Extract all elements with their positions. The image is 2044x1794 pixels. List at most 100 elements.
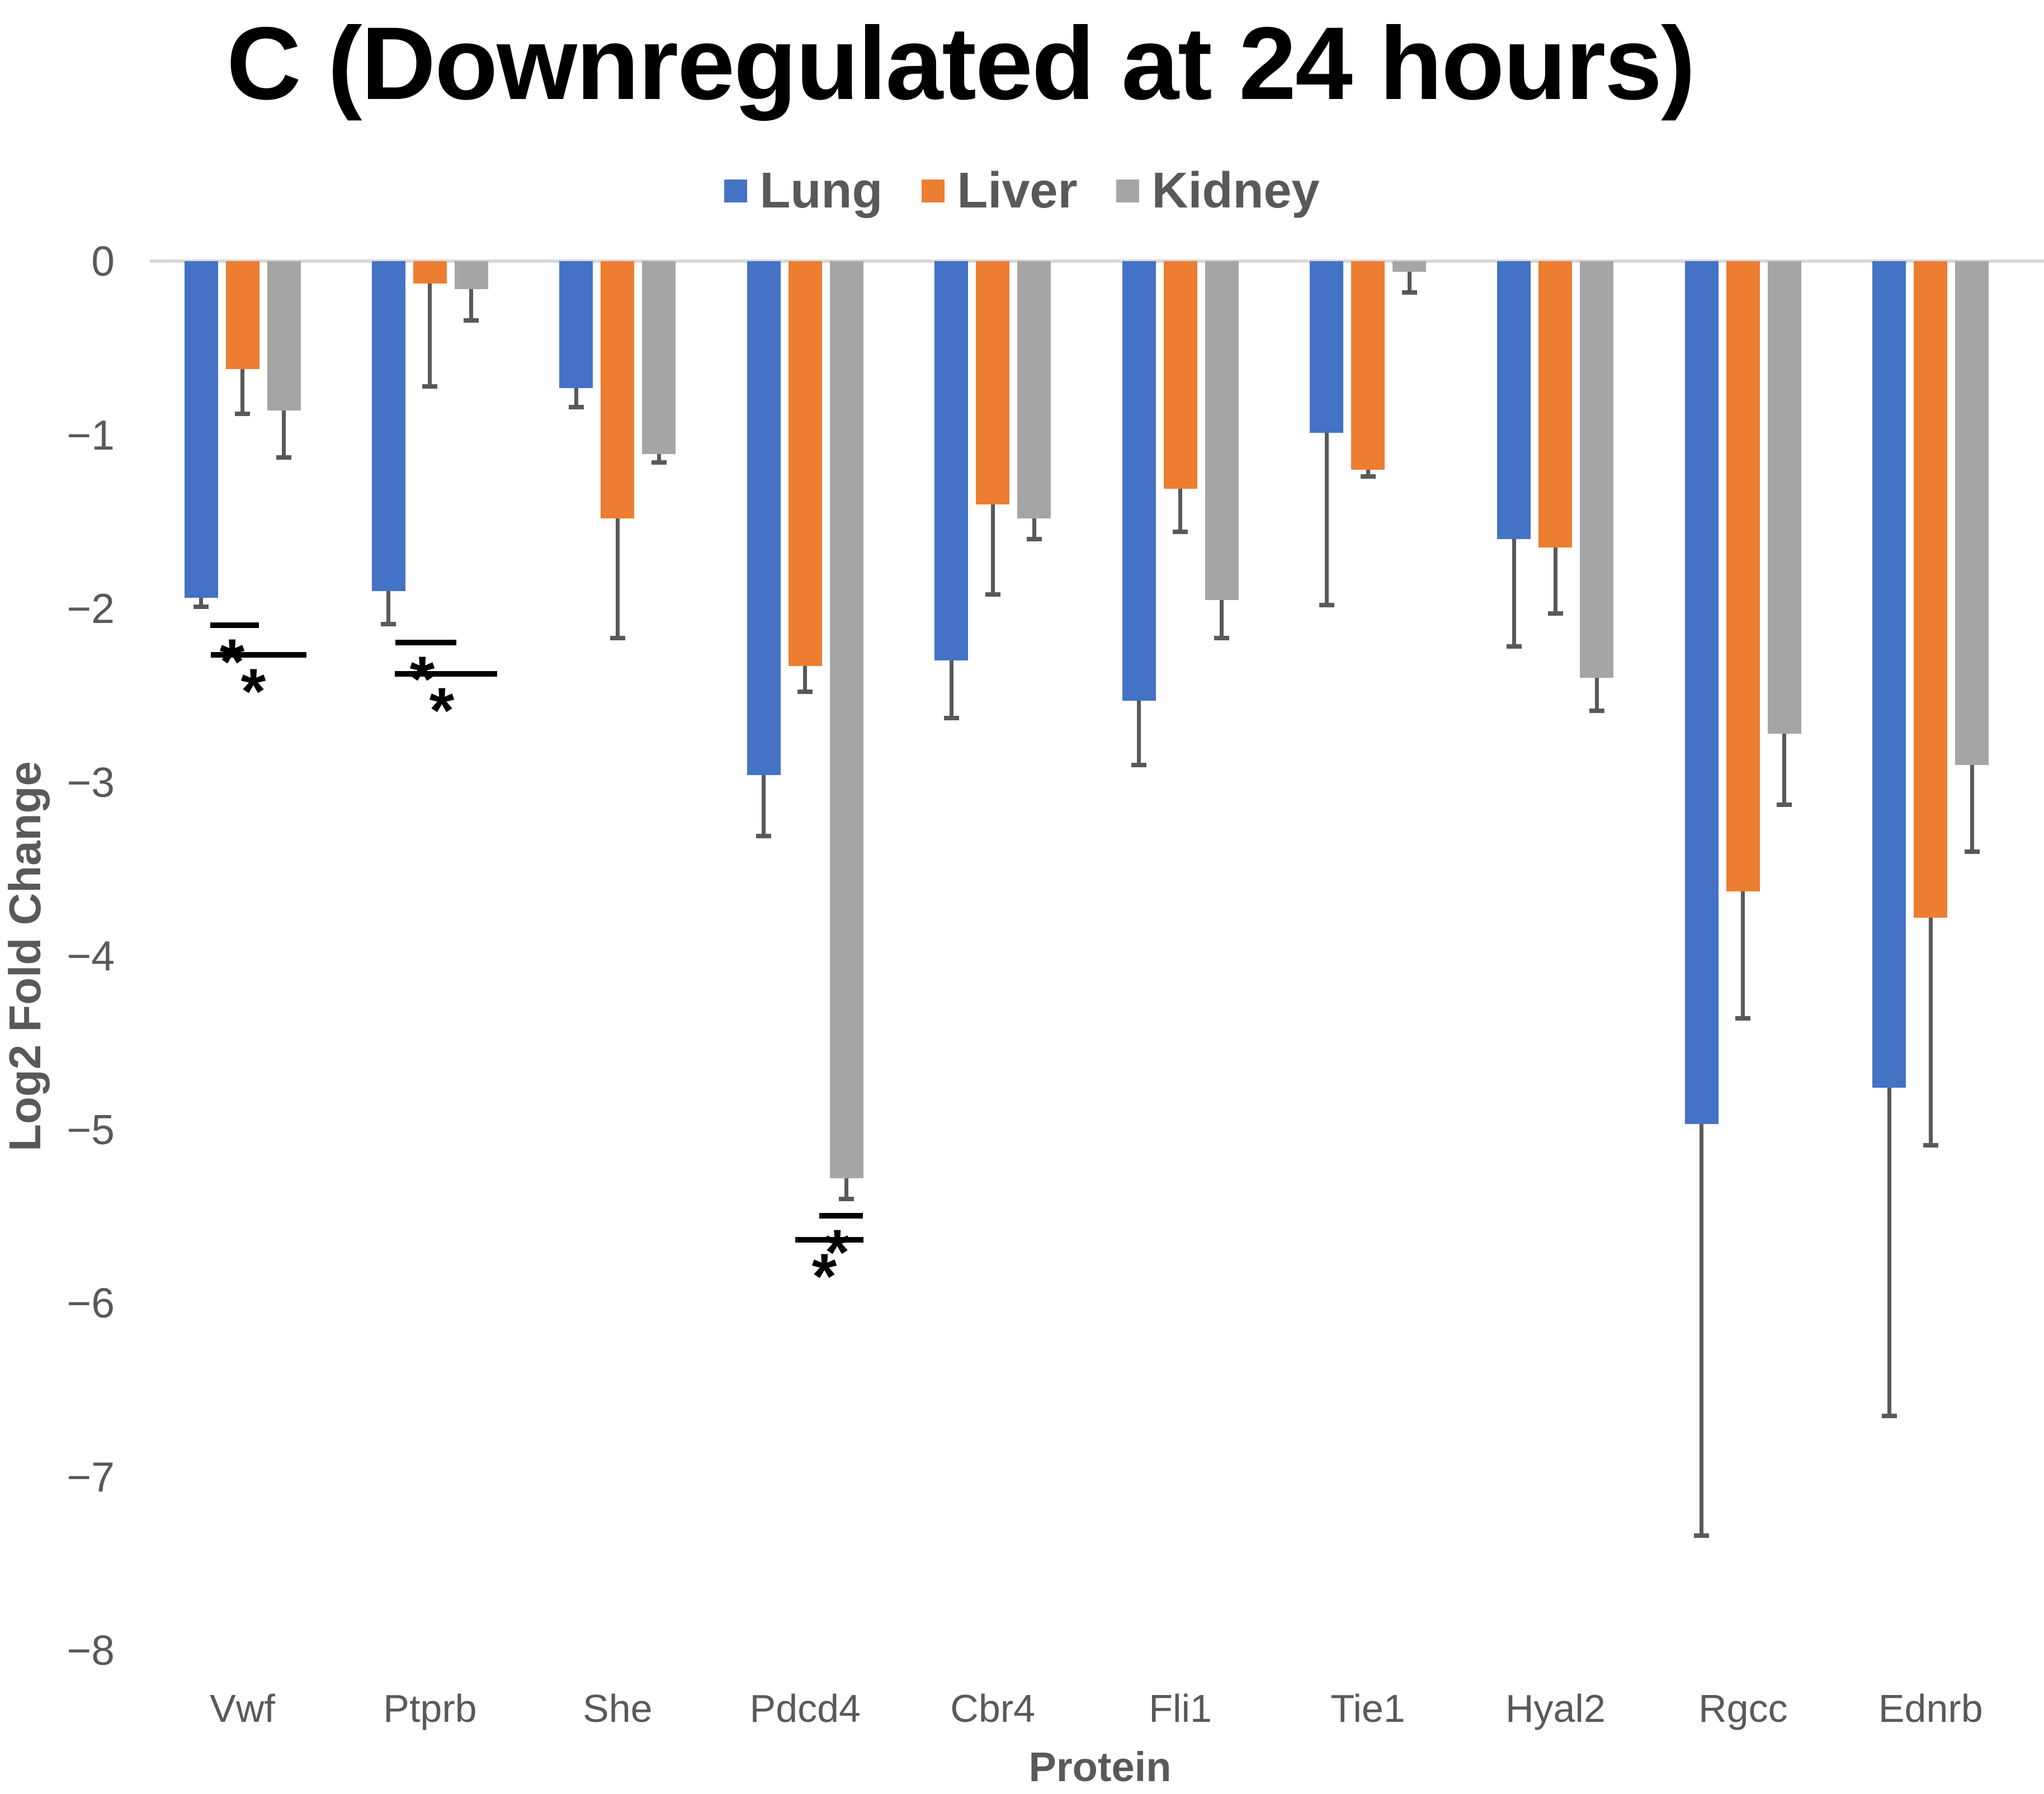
error-bar-rgcc-lung [1700, 1124, 1704, 1536]
error-cap-fli1-lung [1131, 762, 1147, 767]
x-tick-label-fli1: Fli1 [1149, 1687, 1212, 1730]
legend: Lung Liver Kidney [0, 166, 2044, 216]
error-cap-tie1-kidney [1401, 290, 1417, 295]
y-tick-label--7: −7 [67, 1453, 115, 1500]
bar-she-liver [601, 261, 635, 518]
error-bar-hyal2-liver [1553, 547, 1557, 614]
x-tick-label-ednrb: Ednrb [1878, 1687, 1983, 1730]
significance-line-vwf-0 [210, 622, 259, 628]
bar-she-lung [559, 261, 593, 388]
error-bar-ptprb-liver [428, 284, 432, 386]
legend-item-lung: Lung [724, 166, 882, 216]
bar-fli1-liver [1163, 261, 1197, 489]
legend-label-liver: Liver [957, 163, 1078, 219]
error-bar-ptprb-kidney [469, 289, 474, 320]
error-cap-cbr4-lung [943, 715, 959, 720]
x-tick-label-vwf: Vwf [210, 1687, 275, 1730]
bar-ptprb-lung [371, 261, 405, 592]
bar-cbr4-liver [976, 261, 1010, 504]
bar-rgcc-lung [1684, 261, 1719, 1125]
legend-label-lung: Lung [759, 163, 883, 219]
error-cap-tie1-liver [1360, 474, 1376, 479]
error-bar-rgcc-liver [1741, 891, 1745, 1018]
bar-rgcc-liver [1726, 261, 1760, 892]
legend-swatch-kidney [1116, 179, 1140, 202]
significance-line-pdcd4-5 [795, 1237, 863, 1243]
bar-vwf-liver [225, 261, 259, 369]
error-cap-fli1-kidney [1214, 635, 1230, 640]
error-cap-ptprb-kidney [464, 318, 479, 323]
chart-title: C (Downregulated at 24 hours) [226, 6, 1696, 121]
error-cap-cbr4-liver [985, 592, 1000, 597]
error-cap-hyal2-lung [1506, 644, 1522, 649]
error-cap-ednrb-kidney [1964, 849, 1980, 854]
bar-fli1-kidney [1205, 261, 1239, 600]
y-tick-label--5: −5 [67, 1106, 115, 1153]
bar-cbr4-lung [934, 261, 969, 661]
error-bar-cbr4-kidney [1032, 518, 1036, 539]
x-tick-label-cbr4: Cbr4 [950, 1687, 1036, 1730]
significance-asterisk-ptprb-2: * [409, 643, 435, 715]
bar-pdcd4-liver [788, 261, 822, 666]
error-bar-fli1-lung [1137, 700, 1141, 765]
bar-fli1-lung [1122, 261, 1156, 701]
x-axis-title: Protein [1028, 1744, 1172, 1790]
error-bar-she-liver [615, 518, 620, 638]
error-cap-rgcc-lung [1694, 1533, 1710, 1538]
error-cap-ednrb-liver [1923, 1143, 1938, 1148]
bar-she-kidney [642, 261, 676, 454]
significance-line-ptprb-3 [395, 671, 497, 677]
error-cap-ptprb-liver [422, 384, 438, 389]
bar-tie1-lung [1310, 261, 1344, 433]
significance-asterisk-ptprb-3: * [429, 674, 455, 747]
bar-hyal2-kidney [1580, 261, 1614, 678]
error-bar-ednrb-kidney [1970, 764, 1974, 852]
error-cap-pdcd4-lung [756, 833, 772, 838]
x-tick-label-pdcd4: Pdcd4 [749, 1687, 861, 1730]
error-cap-rgcc-liver [1735, 1016, 1751, 1021]
bar-ptprb-liver [413, 261, 447, 284]
legend-item-kidney: Kidney [1116, 166, 1320, 216]
error-bar-rgcc-kidney [1782, 733, 1787, 805]
significance-line-pdcd4-4 [819, 1212, 863, 1219]
bar-tie1-kidney [1392, 261, 1427, 272]
error-cap-rgcc-kidney [1777, 802, 1792, 808]
error-cap-hyal2-kidney [1589, 709, 1604, 714]
error-bar-she-lung [574, 388, 578, 407]
zero-gridline [150, 259, 2044, 263]
y-tick-label--2: −2 [67, 585, 115, 632]
bar-pdcd4-lung [747, 261, 781, 776]
x-tick-label-she: She [583, 1687, 653, 1730]
bar-cbr4-kidney [1017, 261, 1051, 518]
bar-hyal2-lung [1497, 261, 1531, 539]
legend-swatch-liver [922, 179, 945, 202]
error-bar-ptprb-lung [386, 591, 391, 625]
bar-ptprb-kidney [454, 261, 488, 289]
error-cap-tie1-lung [1319, 602, 1334, 607]
y-tick-label--1: −1 [67, 411, 115, 459]
bar-tie1-liver [1351, 261, 1385, 470]
error-bar-hyal2-kidney [1594, 678, 1599, 711]
error-cap-she-kidney [651, 460, 667, 465]
bar-ednrb-kidney [1955, 261, 1989, 765]
error-bar-fli1-liver [1178, 488, 1183, 532]
x-tick-label-hyal2: Hyal2 [1505, 1687, 1606, 1730]
error-cap-she-liver [610, 635, 625, 640]
error-cap-pdcd4-liver [797, 690, 813, 695]
error-cap-vwf-lung [193, 604, 209, 609]
error-cap-vwf-liver [235, 412, 250, 417]
error-bar-vwf-liver [240, 369, 244, 414]
x-tick-label-ptprb: Ptprb [383, 1687, 477, 1730]
error-cap-cbr4-kidney [1026, 536, 1042, 541]
error-bar-ednrb-lung [1887, 1088, 1891, 1417]
bar-vwf-lung [184, 261, 218, 598]
bar-hyal2-liver [1538, 261, 1573, 548]
y-tick-label--8: −8 [67, 1627, 115, 1674]
error-cap-fli1-liver [1173, 530, 1188, 535]
error-bar-cbr4-liver [990, 504, 995, 595]
error-cap-vwf-kidney [276, 455, 291, 460]
y-tick-label--6: −6 [67, 1280, 115, 1327]
bar-vwf-kidney [267, 261, 301, 411]
legend-swatch-lung [724, 179, 748, 202]
error-cap-she-lung [568, 404, 584, 409]
